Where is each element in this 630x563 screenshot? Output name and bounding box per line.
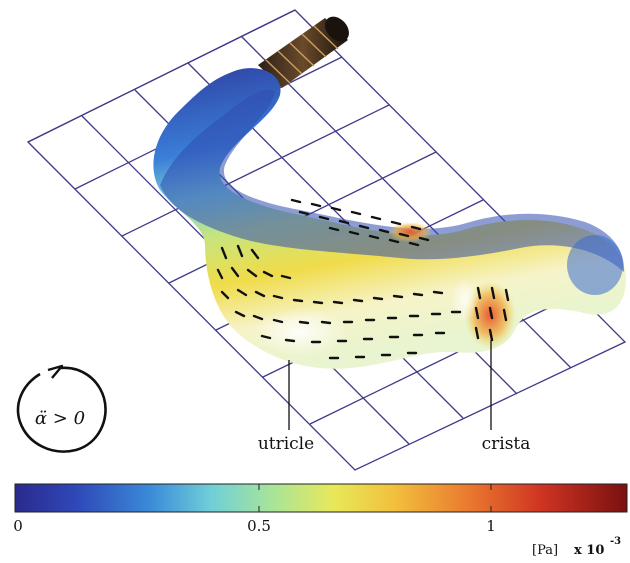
colorbar-tick-0.5: 0.5 bbox=[247, 517, 271, 535]
colorbar-exponent: -3 bbox=[610, 536, 621, 547]
colorbar-tick-1: 1 bbox=[486, 517, 496, 535]
canal-tube bbox=[258, 16, 349, 88]
colorbar-multiplier: x 10 bbox=[574, 543, 604, 558]
rotation-label: α̈ > 0 bbox=[35, 408, 85, 429]
canal-body bbox=[153, 68, 626, 369]
utricle-label: utricle bbox=[258, 434, 314, 454]
crista-label: crista bbox=[482, 434, 531, 454]
colorbar bbox=[14, 483, 628, 513]
velocity-arrows bbox=[216, 198, 510, 360]
colorbar-tick-0: 0 bbox=[13, 517, 23, 535]
rotation-icon bbox=[16, 364, 107, 453]
colorbar-unit: [Pa] bbox=[532, 543, 558, 558]
colorbar-tick-marks bbox=[14, 484, 492, 512]
